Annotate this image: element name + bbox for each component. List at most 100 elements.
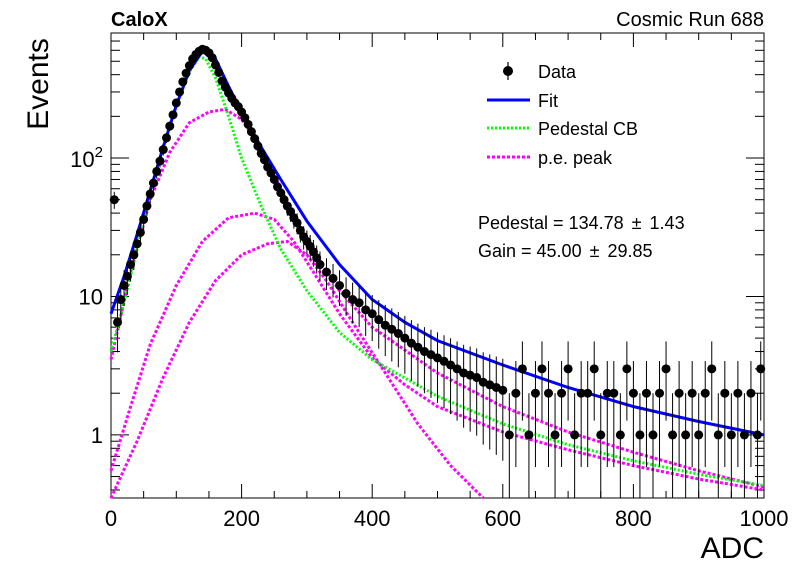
plot-frame	[110, 32, 765, 499]
data-point	[328, 263, 338, 298]
data-point-marker	[132, 239, 142, 249]
data-point	[596, 393, 606, 498]
data-point	[165, 121, 175, 131]
data-point	[635, 393, 645, 498]
data-point-marker	[165, 121, 175, 131]
data-point-marker	[504, 430, 514, 440]
data-point	[250, 133, 260, 145]
data-point-marker	[615, 430, 625, 440]
data-point-marker	[511, 388, 521, 398]
data-point	[253, 140, 263, 152]
data-point-marker	[583, 388, 593, 398]
data-point	[158, 144, 168, 156]
data-point	[756, 341, 766, 421]
data-point-marker	[739, 430, 749, 440]
data-point-marker	[335, 280, 345, 290]
data-point	[387, 308, 397, 362]
data-point-marker	[530, 388, 540, 398]
data-point	[713, 393, 723, 498]
data-points	[109, 44, 766, 498]
data-point	[181, 68, 191, 78]
x-tick-label: 200	[223, 506, 260, 531]
data-point	[341, 277, 351, 316]
pedestal-value: Pedestal = 134.78	[478, 213, 624, 233]
data-point-marker	[746, 388, 756, 398]
data-point	[641, 361, 651, 468]
data-point-marker	[315, 260, 325, 270]
data-point-marker	[661, 364, 671, 374]
data-point-marker	[113, 317, 123, 327]
data-point-marker	[181, 68, 191, 78]
data-point	[615, 393, 625, 498]
data-point-marker	[752, 430, 762, 440]
data-point	[609, 361, 619, 468]
data-point-marker	[694, 430, 704, 440]
gain-pm: ±	[590, 241, 600, 261]
data-point-marker	[674, 388, 684, 398]
data-point-marker	[374, 315, 384, 325]
pe-peak-curve-2	[109, 211, 765, 492]
data-point	[589, 341, 599, 421]
data-point	[583, 361, 593, 468]
data-point-marker	[210, 60, 220, 70]
data-point	[132, 232, 142, 258]
data-point	[155, 155, 165, 168]
data-point	[321, 258, 331, 291]
data-point	[129, 242, 139, 270]
gain-error: 29.85	[608, 241, 653, 261]
data-point-marker	[341, 289, 351, 299]
data-point-marker	[635, 430, 645, 440]
data-point-marker	[155, 156, 165, 166]
data-point	[116, 282, 126, 324]
data-point-marker	[707, 364, 717, 374]
data-point	[400, 315, 410, 374]
data-point	[537, 341, 547, 421]
data-point-marker	[214, 67, 224, 77]
data-point	[563, 341, 573, 421]
data-point-marker	[563, 364, 573, 374]
data-point-marker	[148, 178, 158, 188]
data-point	[446, 338, 456, 415]
pedestal-cb-curve	[109, 54, 765, 488]
gain-value: Gain = 45.00	[478, 241, 582, 261]
data-point-marker	[135, 227, 145, 237]
data-point-marker	[687, 388, 697, 398]
data-point	[315, 251, 325, 282]
data-point-marker	[576, 388, 586, 398]
data-point	[733, 361, 743, 468]
data-point-marker	[544, 388, 554, 398]
data-point-marker	[158, 145, 168, 155]
data-point	[752, 393, 762, 498]
data-point	[707, 341, 717, 421]
data-point-marker	[246, 127, 256, 137]
y-axis-title: Events	[22, 38, 55, 130]
data-point-marker	[387, 324, 397, 334]
data-point-marker	[243, 119, 253, 129]
data-point	[175, 87, 185, 97]
data-point	[517, 341, 527, 421]
data-point-marker	[116, 295, 126, 305]
data-point-marker	[439, 356, 449, 366]
data-point	[148, 176, 158, 191]
data-point	[472, 348, 482, 436]
data-point	[380, 304, 390, 357]
data-point-marker	[498, 385, 508, 395]
data-point-marker	[129, 250, 139, 260]
data-point-marker	[184, 61, 194, 71]
x-axis-ticks: 0 200 400 600 800 1000	[105, 33, 788, 531]
data-point-marker	[276, 188, 286, 198]
data-point	[530, 361, 540, 468]
data-point	[504, 393, 514, 498]
data-point	[145, 186, 155, 203]
data-point-marker	[171, 98, 181, 108]
data-point-marker	[720, 388, 730, 398]
x-tick-label: 0	[105, 506, 117, 531]
data-point-marker	[589, 364, 599, 374]
data-point	[452, 341, 462, 421]
data-point	[135, 222, 145, 245]
data-point	[465, 346, 475, 432]
data-point	[739, 393, 749, 498]
data-point-marker	[250, 134, 260, 144]
data-point-marker	[602, 388, 612, 398]
data-point-marker	[557, 388, 567, 398]
